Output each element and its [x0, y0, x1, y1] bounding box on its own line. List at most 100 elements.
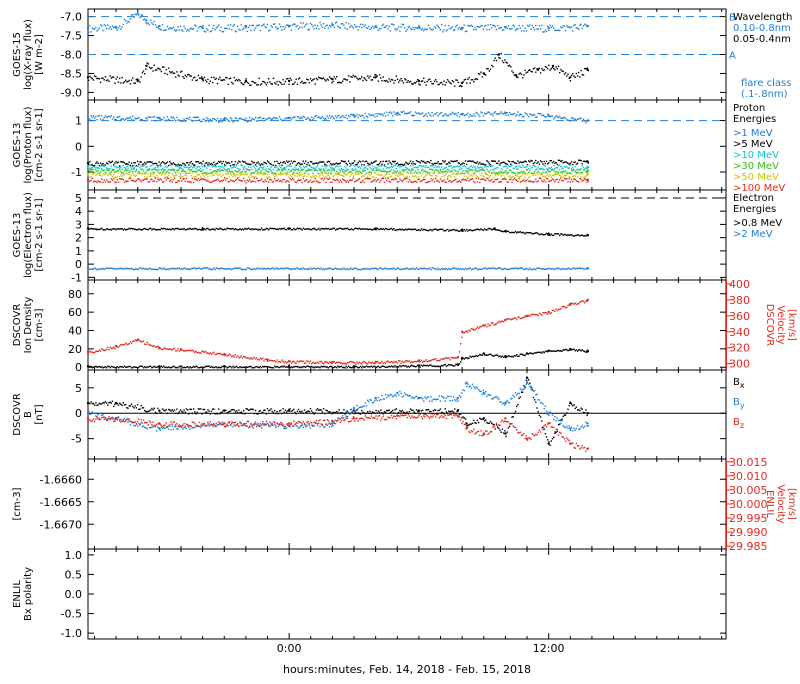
data-point	[206, 81, 207, 82]
data-point	[557, 268, 558, 269]
data-point	[509, 355, 510, 356]
data-point	[284, 268, 285, 269]
data-point	[387, 229, 388, 230]
data-point	[403, 111, 404, 112]
data-point	[183, 25, 184, 26]
data-point	[145, 229, 146, 230]
data-point	[573, 175, 574, 176]
data-point	[453, 173, 454, 174]
data-point	[324, 269, 325, 270]
data-point	[538, 267, 539, 268]
data-point	[270, 83, 271, 84]
data-point	[123, 82, 124, 83]
data-point	[176, 175, 177, 176]
data-point	[491, 160, 492, 161]
data-point	[164, 29, 165, 30]
data-point	[361, 228, 362, 229]
data-point	[213, 367, 214, 368]
data-point	[442, 115, 443, 116]
data-point	[580, 235, 581, 236]
data-point	[137, 367, 138, 368]
data-point	[124, 162, 125, 163]
series-black	[87, 160, 589, 167]
data-point	[440, 163, 441, 164]
data-point	[247, 31, 248, 32]
data-point	[571, 75, 572, 76]
data-point	[586, 168, 587, 169]
data-point	[557, 164, 558, 165]
data-point	[211, 172, 212, 173]
data-point	[306, 166, 307, 167]
data-point	[476, 78, 477, 79]
data-point	[338, 82, 339, 83]
data-point	[214, 119, 215, 120]
data-point	[436, 176, 437, 177]
data-point	[177, 268, 178, 269]
data-point	[156, 269, 157, 270]
data-point	[259, 180, 260, 181]
data-point	[234, 181, 235, 182]
data-point	[312, 366, 313, 367]
data-point	[206, 366, 207, 367]
data-point	[182, 121, 183, 122]
data-point	[89, 366, 90, 367]
data-point	[169, 161, 170, 162]
data-point	[386, 268, 387, 269]
data-point	[231, 167, 232, 168]
data-point	[423, 177, 424, 178]
data-point	[155, 69, 156, 70]
data-point	[330, 268, 331, 269]
data-point	[273, 174, 274, 175]
data-point	[368, 172, 369, 173]
data-point	[146, 166, 147, 167]
data-point	[194, 176, 195, 177]
data-point	[148, 161, 149, 162]
data-point	[265, 174, 266, 175]
legend-entry: >2 MeV	[733, 229, 773, 240]
data-point	[135, 83, 136, 84]
data-point	[560, 171, 561, 172]
data-point	[491, 179, 492, 180]
data-point	[198, 229, 199, 230]
data-point	[253, 181, 254, 182]
data-point	[358, 29, 359, 30]
data-point	[170, 177, 171, 178]
data-point	[424, 82, 425, 83]
data-point	[212, 181, 213, 182]
data-point	[208, 229, 209, 230]
data-point	[362, 115, 363, 116]
data-point	[496, 354, 497, 355]
data-point	[108, 170, 109, 171]
data-point	[454, 365, 455, 366]
data-point	[441, 167, 442, 168]
data-point	[259, 78, 260, 79]
data-point	[108, 229, 109, 230]
data-point	[554, 181, 555, 182]
data-point	[197, 30, 198, 31]
data-point	[329, 165, 330, 166]
data-point	[287, 171, 288, 172]
data-point	[529, 161, 530, 162]
data-point	[495, 173, 496, 174]
data-point	[557, 68, 558, 69]
data-point	[399, 80, 400, 81]
data-point	[563, 235, 564, 236]
data-point	[466, 175, 467, 176]
data-anchor-point	[87, 267, 89, 269]
data-point	[185, 167, 186, 168]
data-point	[372, 181, 373, 182]
data-point	[170, 165, 171, 166]
data-point	[470, 166, 471, 167]
data-point	[335, 267, 336, 268]
data-point	[298, 173, 299, 174]
data-point	[343, 78, 344, 79]
data-point	[582, 235, 583, 236]
data-point	[492, 173, 493, 174]
data-point	[120, 174, 121, 175]
data-point	[466, 167, 467, 168]
data-point	[279, 23, 280, 24]
data-point	[121, 228, 122, 229]
data-point	[259, 229, 260, 230]
data-point	[337, 26, 338, 27]
data-point	[254, 29, 255, 30]
